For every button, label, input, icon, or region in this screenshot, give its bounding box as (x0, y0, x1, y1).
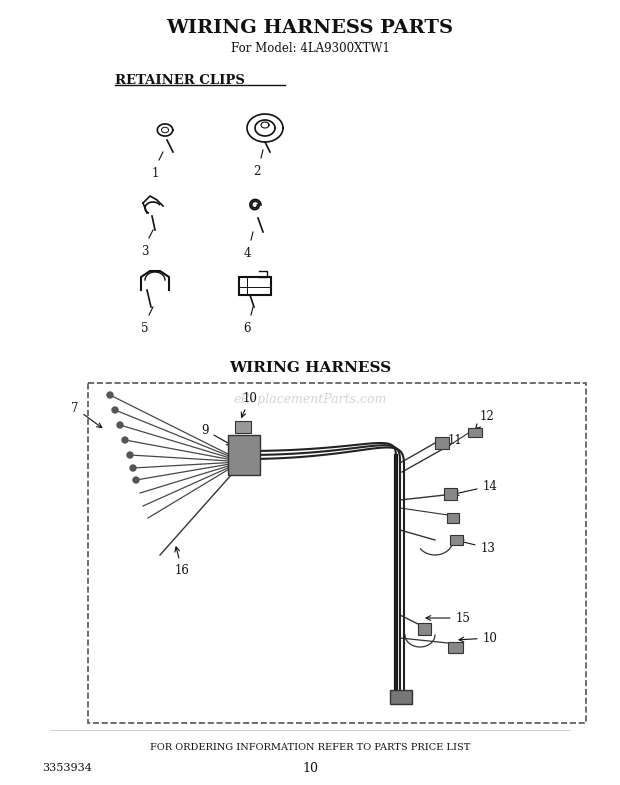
Text: 13: 13 (459, 540, 495, 554)
Bar (447, 513, 459, 523)
Bar (444, 488, 457, 500)
Circle shape (117, 422, 123, 428)
Text: WIRING HARNESS PARTS: WIRING HARNESS PARTS (167, 19, 453, 37)
Text: 12: 12 (476, 410, 494, 429)
Circle shape (130, 465, 136, 471)
Bar (228, 435, 260, 475)
Text: 10: 10 (459, 631, 497, 644)
Circle shape (107, 392, 113, 398)
Text: 9: 9 (202, 423, 231, 445)
Bar (450, 535, 463, 545)
Text: 16: 16 (175, 547, 190, 576)
Circle shape (122, 437, 128, 443)
Text: 14: 14 (454, 480, 497, 495)
Text: 3: 3 (141, 245, 149, 258)
Text: 6: 6 (243, 322, 250, 335)
Text: FOR ORDERING INFORMATION REFER TO PARTS PRICE LIST: FOR ORDERING INFORMATION REFER TO PARTS … (150, 743, 470, 753)
Text: 5: 5 (141, 322, 149, 335)
Text: eReplacementParts.com: eReplacementParts.com (233, 393, 387, 407)
Bar (239, 277, 271, 295)
Circle shape (127, 452, 133, 458)
Circle shape (112, 407, 118, 413)
Text: 11: 11 (438, 433, 463, 449)
Bar (418, 623, 431, 635)
Text: 7: 7 (71, 401, 102, 428)
Text: For Model: 4LA9300XTW1: For Model: 4LA9300XTW1 (231, 42, 389, 54)
Text: 2: 2 (254, 165, 260, 178)
Text: 3353934: 3353934 (42, 763, 92, 773)
Bar (468, 428, 482, 437)
Text: 10: 10 (302, 761, 318, 775)
Text: WIRING HARNESS: WIRING HARNESS (229, 361, 391, 375)
Bar (235, 421, 251, 433)
Text: 15: 15 (426, 612, 471, 625)
Text: 10: 10 (241, 392, 257, 418)
Circle shape (133, 477, 139, 483)
Bar (390, 690, 412, 704)
Bar (88, 383, 586, 723)
Bar (435, 437, 449, 449)
Bar (448, 642, 463, 653)
Text: 4: 4 (243, 247, 250, 260)
Text: RETAINER CLIPS: RETAINER CLIPS (115, 74, 245, 86)
Text: 1: 1 (151, 167, 159, 180)
